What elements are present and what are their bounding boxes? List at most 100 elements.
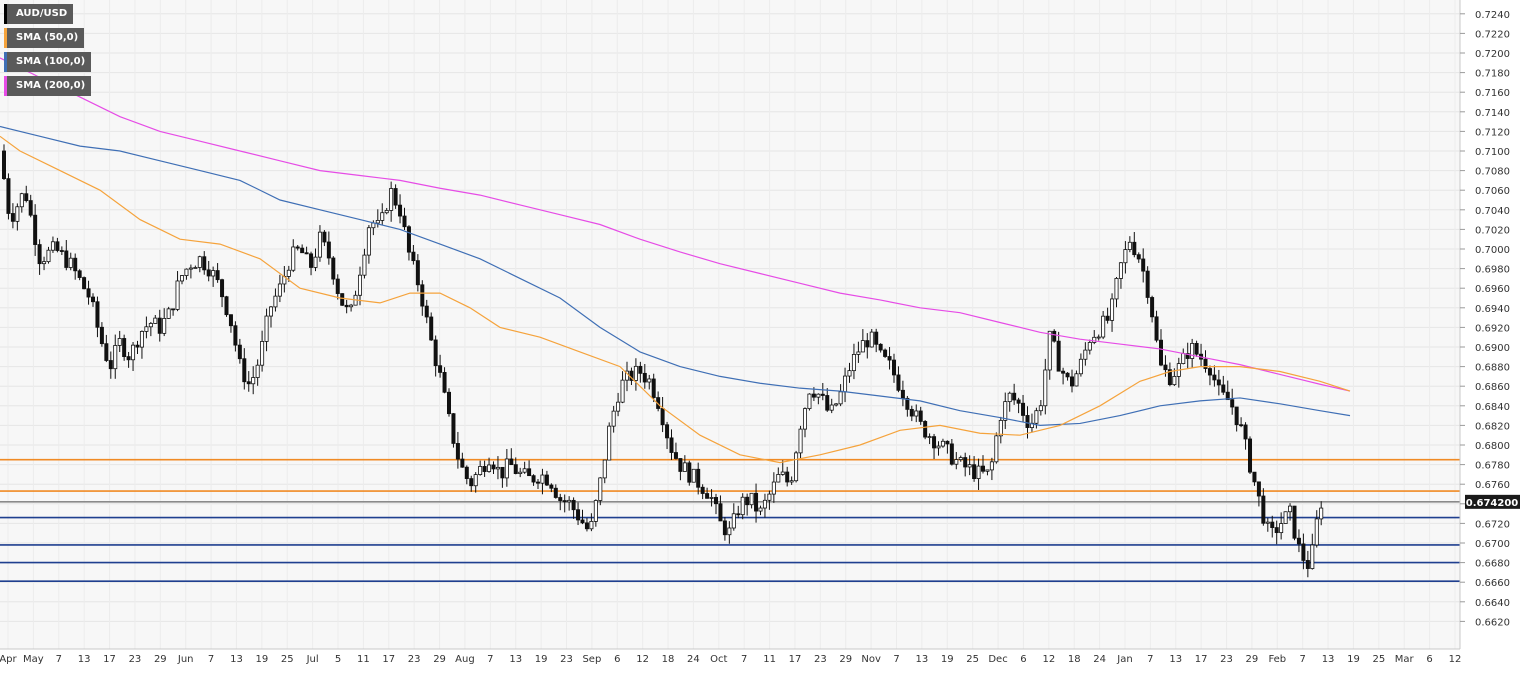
candle-body — [958, 457, 963, 460]
candle-body — [442, 372, 447, 393]
candle — [495, 456, 500, 480]
candle — [620, 371, 625, 404]
candle — [91, 293, 96, 307]
candle — [1145, 266, 1150, 304]
x-tick-label: 19 — [941, 654, 954, 665]
candle — [1012, 383, 1017, 405]
candle-body — [1038, 405, 1043, 412]
y-tick-label: 0.6820 — [1475, 421, 1510, 432]
candle — [860, 329, 865, 353]
y-tick-label: 0.7040 — [1475, 206, 1510, 217]
candle-body — [758, 507, 763, 512]
candle-body — [705, 493, 710, 499]
candle — [513, 457, 518, 475]
candle — [834, 403, 839, 407]
candle-body — [233, 325, 238, 346]
candle — [144, 316, 149, 339]
candle — [122, 334, 127, 361]
candle-body — [1283, 511, 1288, 524]
candle-body — [1159, 339, 1164, 366]
candle-body — [509, 458, 514, 466]
y-tick-label: 0.6880 — [1475, 363, 1510, 374]
candle — [981, 455, 986, 474]
candle-body — [981, 465, 986, 472]
candle — [1007, 391, 1012, 412]
y-tick-label: 0.7100 — [1475, 147, 1510, 158]
candle-body — [963, 457, 968, 468]
candle — [55, 237, 60, 253]
legend-item[interactable]: SMA (100,0) — [4, 52, 92, 72]
candle-body — [1270, 521, 1275, 528]
x-tick-label: 13 — [230, 654, 243, 665]
candle — [335, 274, 340, 300]
candle-body — [224, 296, 229, 316]
candle — [616, 392, 621, 417]
candle — [131, 342, 136, 372]
candle-body — [749, 492, 754, 506]
candle-body — [309, 253, 314, 268]
candle — [611, 405, 616, 433]
candle-body — [762, 499, 767, 509]
candle — [438, 354, 443, 378]
legend-item[interactable]: SMA (50,0) — [4, 28, 85, 48]
candle-body — [1163, 364, 1168, 371]
candle — [300, 244, 305, 254]
candle — [402, 207, 407, 230]
candle-body — [1305, 560, 1310, 569]
candle-body — [335, 278, 340, 294]
candle — [1310, 533, 1315, 570]
y-tick-label: 0.6780 — [1475, 461, 1510, 472]
candle — [220, 278, 225, 308]
candle — [954, 452, 959, 470]
candle-body — [985, 469, 990, 472]
candle — [1212, 365, 1217, 387]
candle-body — [433, 339, 438, 367]
candle — [678, 458, 683, 481]
candle-body — [825, 395, 830, 411]
candle-body — [482, 466, 487, 472]
candle-body — [785, 471, 790, 483]
candle-body — [451, 413, 456, 444]
candle-body — [1110, 298, 1115, 321]
candle-body — [33, 214, 38, 245]
candle — [166, 306, 171, 319]
candle-body — [1056, 340, 1061, 372]
candle — [1052, 329, 1057, 343]
x-tick-label: 17 — [789, 654, 802, 665]
candle — [816, 393, 821, 405]
candle — [317, 225, 322, 262]
y-tick-label: 0.6620 — [1475, 617, 1510, 628]
candle-body — [851, 354, 856, 372]
candle — [86, 280, 91, 305]
candle-body — [55, 241, 60, 251]
candle — [162, 308, 167, 337]
candle-body — [1092, 336, 1097, 343]
candle — [264, 308, 269, 352]
legend-item[interactable]: AUD/USD — [4, 4, 74, 24]
candle — [237, 338, 242, 364]
candle — [193, 265, 198, 269]
legend-item[interactable]: SMA (200,0) — [4, 76, 92, 96]
candle — [175, 271, 180, 312]
candle — [451, 413, 456, 448]
candle — [46, 246, 51, 264]
candle — [95, 296, 100, 338]
candle — [638, 361, 643, 383]
candle-body — [856, 351, 861, 355]
candle — [825, 388, 830, 412]
candle — [896, 366, 901, 393]
candle-body — [464, 466, 469, 479]
candle-body — [700, 486, 705, 494]
candle — [460, 452, 465, 468]
x-tick-label: 23 — [814, 654, 827, 665]
candle — [2, 144, 7, 180]
y-tick-label: 0.6940 — [1475, 304, 1510, 315]
candle — [1083, 342, 1088, 366]
candle — [455, 431, 460, 469]
candle-body — [1279, 523, 1284, 534]
candle-body — [660, 408, 665, 426]
x-tick-label: May — [23, 654, 44, 665]
candle-body — [580, 519, 585, 524]
candle — [909, 405, 914, 422]
